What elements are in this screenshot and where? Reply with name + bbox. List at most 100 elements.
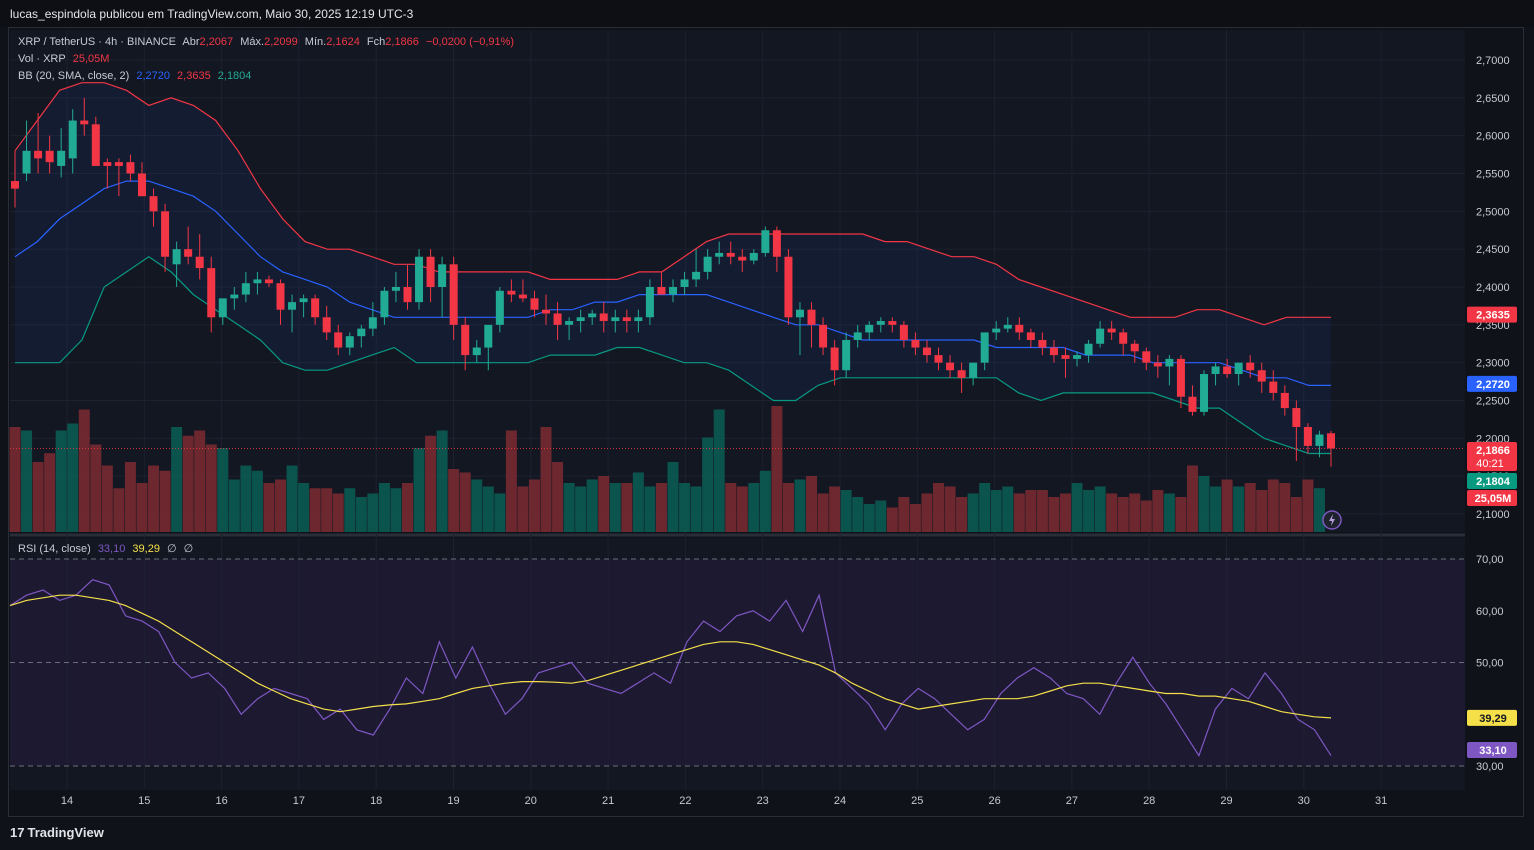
volume-bar (1083, 490, 1095, 532)
candle-body (91, 124, 100, 166)
volume-bar (9, 427, 21, 532)
candle-body (103, 162, 112, 166)
candle-body (495, 290, 504, 325)
candle-body (322, 317, 331, 333)
volume-bar (829, 486, 841, 532)
rsi-legend[interactable]: RSI (14, close) 33,10 39,29 ∅ ∅ (18, 542, 197, 556)
candle-body (426, 256, 435, 287)
candle-body (22, 150, 31, 174)
time-tick-label: 22 (679, 795, 691, 807)
bb-label[interactable]: BB (20, SMA, close, 2) (18, 70, 130, 82)
candle-body (830, 347, 839, 371)
candle-body (11, 181, 19, 189)
rsi-line (9, 579, 1332, 757)
price-tick-label: 2,6500 (1476, 93, 1510, 105)
candle-body (795, 309, 804, 318)
volume-bar (171, 427, 183, 532)
candle-body (934, 355, 943, 363)
volume-bar (1140, 500, 1152, 532)
price-tick-label: 2,5000 (1476, 206, 1510, 218)
candle-body (1003, 324, 1012, 329)
volume-bar (113, 488, 125, 532)
volume-bar (332, 493, 344, 532)
volume-bar (344, 488, 356, 532)
volume-bar (863, 504, 875, 532)
candle-body (507, 290, 516, 295)
candle-body (1257, 370, 1266, 382)
candle-body (761, 230, 770, 253)
badge-basis: 2,2720 (1476, 379, 1510, 391)
volume-bar (228, 479, 240, 532)
volume-label[interactable]: Vol · XRP (18, 53, 66, 65)
candle-body (1234, 362, 1243, 375)
bb-fill (15, 82, 1331, 454)
volume-bar (575, 486, 587, 532)
time-tick-label: 25 (911, 795, 923, 807)
candle-body (415, 256, 424, 303)
rsi-label[interactable]: RSI (14, close) (18, 543, 91, 555)
volume-bar (78, 409, 90, 532)
candle-body (207, 268, 216, 318)
volume-bar (782, 483, 794, 532)
volume-bar (517, 486, 529, 532)
volume-bar (1267, 479, 1279, 532)
change-value: −0,0200 (−0,91%) (425, 36, 515, 48)
volume-bar (655, 483, 667, 532)
time-tick-label: 31 (1375, 795, 1387, 807)
bb-legend[interactable]: BB (20, SMA, close, 2) 2,2720 2,3635 2,1… (18, 69, 255, 83)
volume-bar (736, 486, 748, 532)
candle-body (391, 287, 400, 291)
high-value: 2,2099 (264, 36, 298, 48)
price-tick-label: 2,2500 (1476, 396, 1510, 408)
candle-body (1049, 347, 1058, 356)
badge-upper-bg (1467, 306, 1517, 323)
candle-body (1084, 343, 1093, 356)
time-tick-label: 28 (1143, 795, 1155, 807)
volume-bar (390, 488, 402, 532)
footer-brand[interactable]: 17 TradingView (10, 825, 104, 840)
candle-body (819, 324, 828, 348)
rsi-extra-2: ∅ (183, 543, 194, 555)
candle-body (184, 249, 193, 257)
bb-upper-line (14, 82, 1331, 326)
volume-bar (459, 472, 471, 532)
volume-bar (1071, 483, 1083, 532)
volume-bar (378, 483, 390, 532)
time-tick-label: 15 (138, 795, 150, 807)
candle-body (922, 347, 931, 356)
badge-volume: 25,05M (1475, 493, 1512, 505)
volume-bar (1059, 493, 1071, 532)
volume-bar (632, 472, 644, 532)
candle-body (438, 264, 447, 287)
volume-bar (713, 409, 725, 532)
time-tick-label: 16 (215, 795, 227, 807)
symbol-legend[interactable]: XRP / TetherUS · 4h · BINANCE Abr2,2067 … (18, 35, 518, 49)
time-tick-label: 30 (1298, 795, 1310, 807)
time-tick-label: 23 (757, 795, 769, 807)
volume-bar (817, 493, 829, 532)
candle-body (1038, 339, 1047, 348)
badge-rsi-bg (1467, 741, 1517, 758)
candle-body (1315, 434, 1324, 446)
symbol-title[interactable]: XRP / TetherUS · 4h · BINANCE (18, 36, 176, 48)
price-tick-label: 2,1000 (1476, 509, 1510, 521)
time-tick-label: 21 (602, 795, 614, 807)
badge-lower-bg (1467, 473, 1517, 489)
volume-bar (194, 430, 206, 532)
volume-bar (667, 462, 679, 532)
volume-bar (505, 430, 517, 532)
volume-bar (32, 462, 44, 532)
rsi-tick-label: 50,00 (1476, 658, 1504, 670)
candle-body (126, 162, 135, 174)
candle-body (172, 249, 181, 265)
volume-bar (263, 483, 275, 532)
volume-legend[interactable]: Vol · XRP 25,05M (18, 52, 113, 66)
volume-bar (298, 483, 310, 532)
badge-rsi-ma-bg (1467, 709, 1517, 726)
candle-body (461, 324, 470, 356)
volume-bar (909, 504, 921, 532)
price-tick-label: 2,7000 (1476, 55, 1510, 67)
bb-upper-value: 2,3635 (177, 70, 211, 82)
tradingview-logo-icon: 17 (10, 825, 25, 840)
